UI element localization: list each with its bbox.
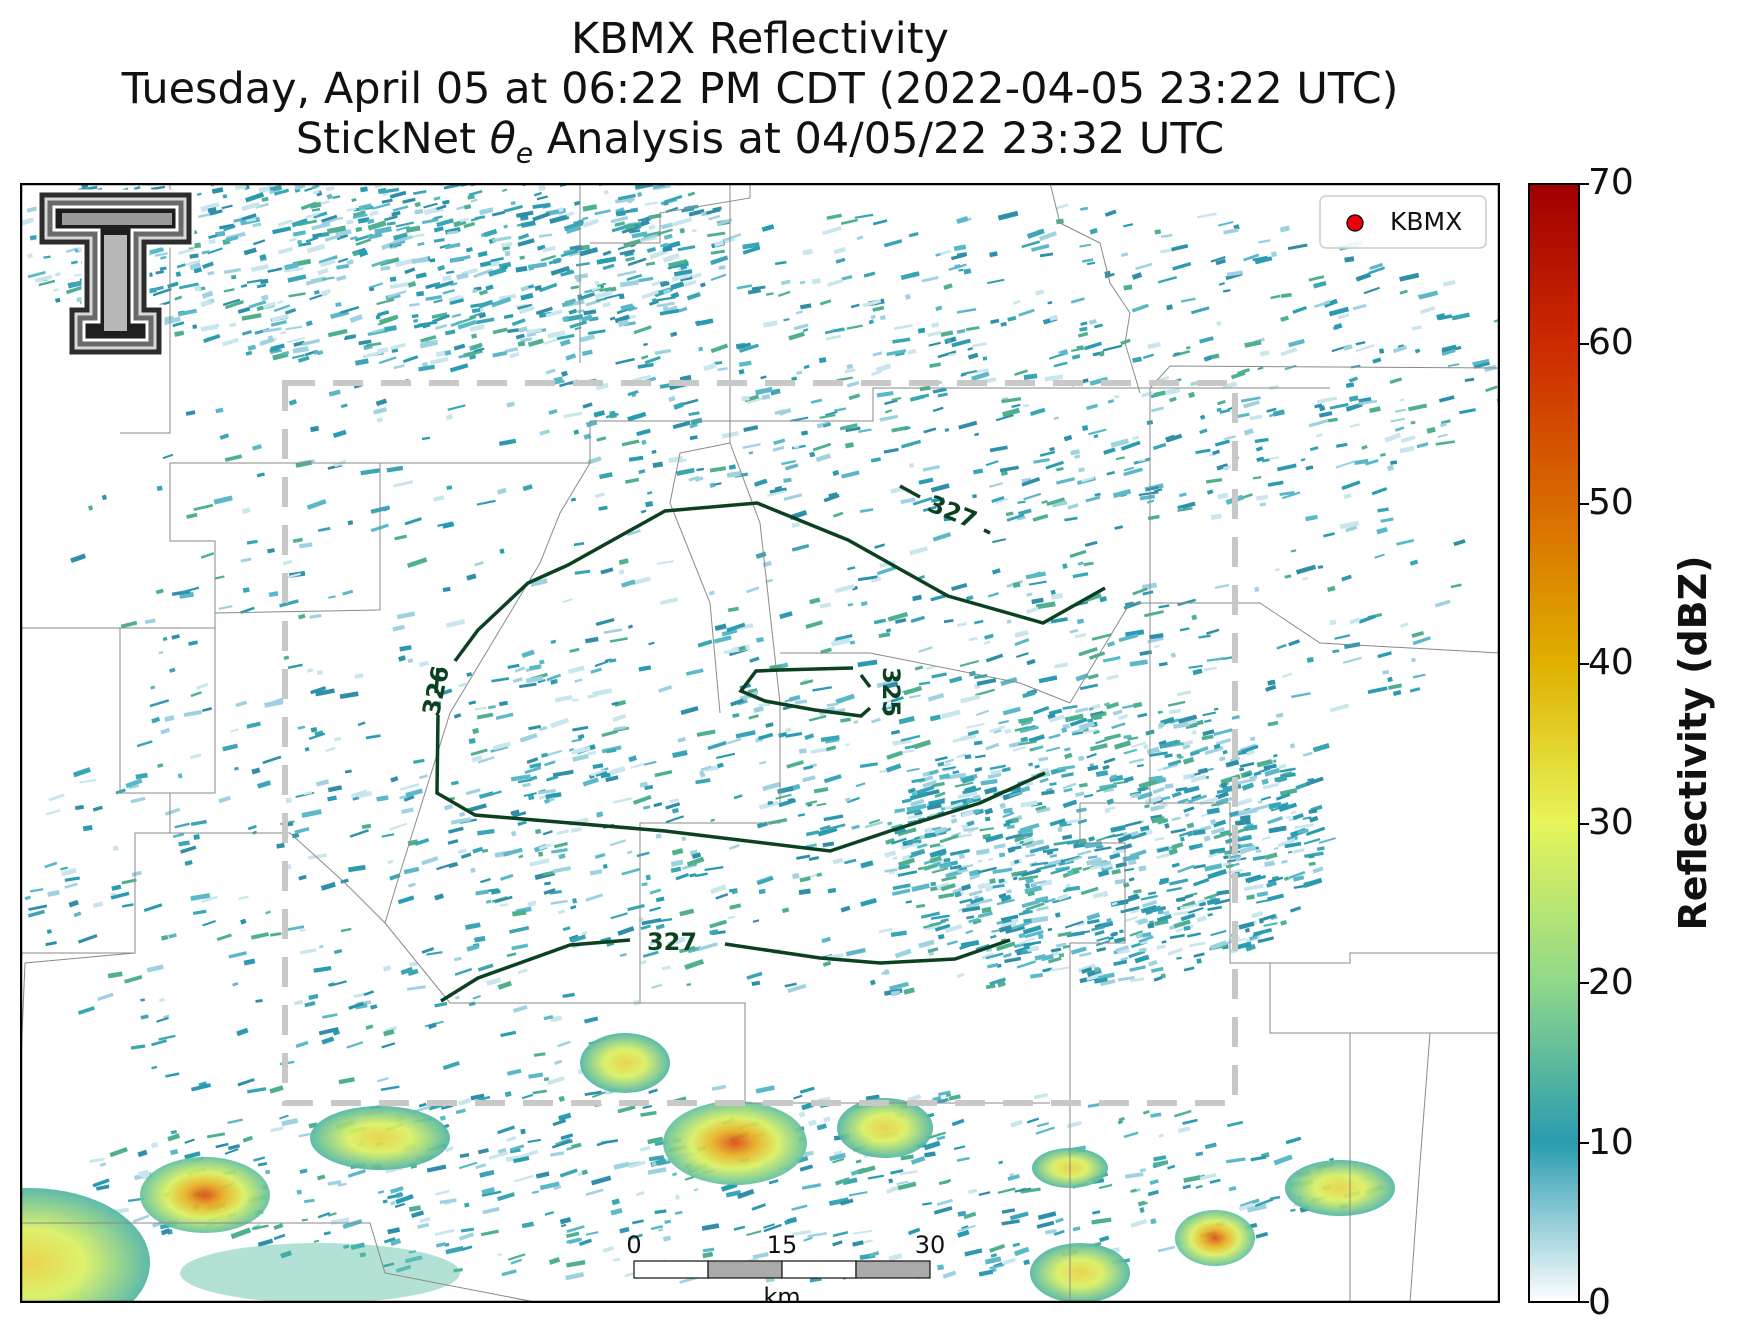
- convective-cells: [20, 1033, 1395, 1303]
- radar-map: 326 325 327 327 KBMX 0 15 30: [20, 183, 1500, 1303]
- storm-cell: [1285, 1160, 1395, 1216]
- contour-327-south: [724, 938, 1011, 965]
- colorbar-gradient: [1528, 183, 1580, 1303]
- colorbar-title: Reflectivity (dBZ): [1671, 555, 1715, 931]
- contour-label-327-south: 327: [647, 928, 697, 956]
- colorbar-tick: 50: [1588, 482, 1634, 523]
- contour-327-south: [440, 938, 631, 1003]
- storm-cell: [837, 1098, 933, 1158]
- scale-tick-0: 0: [626, 1231, 641, 1259]
- legend-box: KBMX: [1319, 195, 1487, 249]
- title-line-1: KBMX Reflectivity: [570, 14, 949, 64]
- storm-cell: [663, 1101, 807, 1185]
- colorbar-tick: 0: [1588, 1282, 1611, 1323]
- colorbar: [1528, 183, 1580, 1303]
- colorbar-tick: 70: [1588, 162, 1634, 203]
- analysis-domain-box: [282, 380, 1238, 1106]
- legend-label: KBMX: [1390, 207, 1462, 236]
- contour-326: [434, 667, 440, 694]
- contour-325: [859, 673, 872, 689]
- reflectivity-speckle: [20, 183, 1500, 1284]
- storm-cell: [1175, 1210, 1255, 1266]
- contour-326: [435, 714, 1046, 853]
- storm-cell: [140, 1157, 270, 1233]
- scale-unit: km: [763, 1283, 800, 1303]
- scale-bar: 0 15 30 km: [626, 1231, 945, 1303]
- storm-cell: [1030, 1243, 1130, 1303]
- storm-cell: [20, 1188, 150, 1303]
- title-line-2: Tuesday, April 05 at 06:22 PM CDT (2022-…: [121, 64, 1399, 114]
- storm-cell: [180, 1243, 460, 1303]
- contour-label-325: 325: [877, 667, 905, 717]
- contour-326: [453, 501, 1106, 663]
- scale-tick-15: 15: [767, 1231, 798, 1259]
- colorbar-tick: 10: [1588, 1122, 1634, 1163]
- figure-title: KBMX Reflectivity Tuesday, April 05 at 0…: [0, 14, 1520, 170]
- radar-site-marker-icon: [1346, 214, 1364, 232]
- map-border: [20, 183, 1500, 1303]
- colorbar-tick: 40: [1588, 642, 1634, 683]
- colorbar-tick: 60: [1588, 322, 1634, 363]
- contour-327-north: [899, 484, 921, 499]
- storm-cell: [310, 1106, 450, 1170]
- title-line-3: StickNet θe Analysis at 04/05/22 23:32 U…: [295, 114, 1225, 170]
- contour-327-north: [983, 528, 991, 535]
- colorbar-tick: 20: [1588, 962, 1634, 1003]
- texas-tech-logo-icon: [36, 189, 195, 358]
- county-boundaries: [20, 183, 1500, 1303]
- storm-cell: [580, 1033, 670, 1093]
- theta-e-contours: [434, 484, 1106, 1003]
- contour-325: [738, 666, 872, 718]
- colorbar-tick-marks: [1579, 183, 1589, 1303]
- scale-tick-30: 30: [915, 1231, 946, 1259]
- colorbar-tick: 30: [1588, 802, 1634, 843]
